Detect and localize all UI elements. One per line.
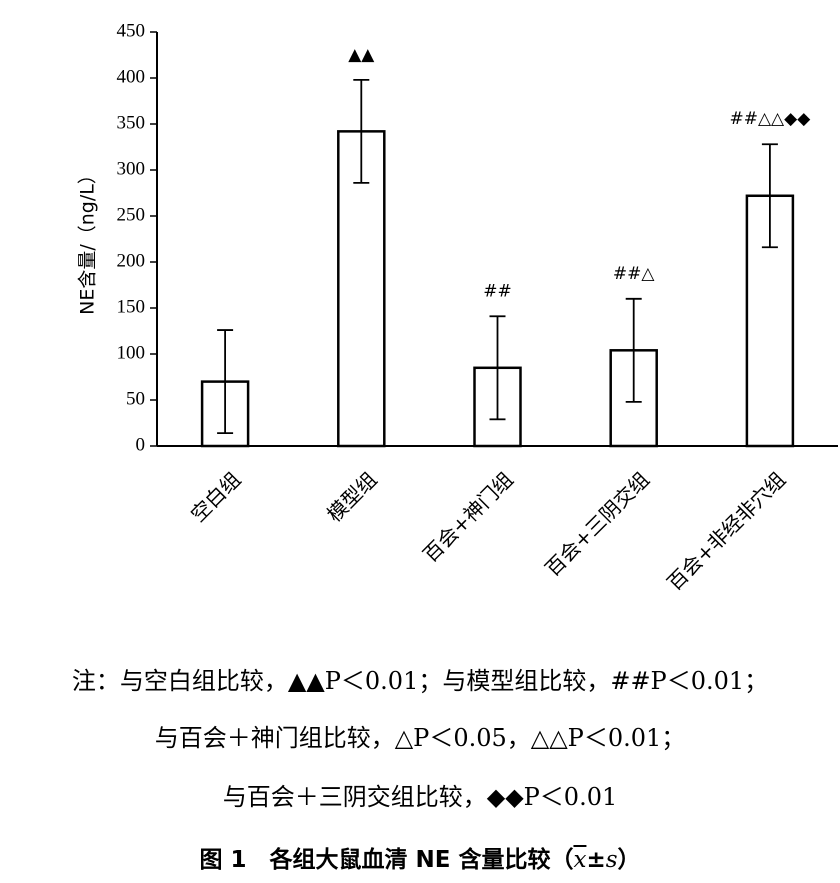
error-bars (217, 78, 778, 435)
y-tick-label: 50 (126, 388, 145, 409)
figure-caption: 图 1 各组大鼠血清 NE 含量比较（x±s） (0, 840, 840, 874)
y-tick-label: 300 (117, 158, 146, 179)
significance-mark: ▲▲ (348, 45, 375, 65)
x-category-label: 空白组 (186, 467, 245, 526)
note-line-2: 与百会＋神门组比较，△P＜0.05，△△P＜0.01； (154, 724, 686, 752)
x-category-label: 模型组 (322, 467, 381, 526)
y-tick-label: 350 (117, 112, 146, 133)
note-line-3: 与百会＋三阴交组比较，◆◆P＜0.01 (222, 783, 618, 811)
significance-mark: ## (483, 281, 512, 301)
note-line-1: 注：与空白组比较，▲▲P＜0.01；与模型组比较，##P＜0.01； (71, 667, 769, 695)
x-category-label: 百会+神门组 (418, 467, 518, 567)
caption-text: 图 1 各组大鼠血清 NE 含量比较（ (199, 847, 574, 873)
y-tick-label: 150 (117, 296, 146, 317)
caption-s: s (605, 847, 618, 873)
y-tick-label: 100 (117, 342, 146, 363)
caption-close: ） (617, 847, 641, 873)
significance-mark: ##△ (613, 264, 655, 284)
y-tick-label: 200 (117, 250, 146, 271)
x-category-label: 百会+非经非穴组 (662, 467, 790, 595)
caption-xbar: x (573, 847, 587, 873)
y-tick-label: 400 (117, 66, 146, 87)
bar-chart: 0 50 100 150 200 250 300 350 400 450 空白组 模型组 百会+神门组… (77, 20, 838, 595)
significance-marks: ▲▲ ## ##△ ##△△◆◆ (348, 45, 811, 301)
x-axis: 空白组 模型组 百会+神门组 百会+三阴交组 百会+非经非穴组 (157, 445, 838, 595)
y-tick-label: 250 (117, 204, 146, 225)
caption-pm: ± (586, 847, 606, 873)
y-axis-label: NE含量/（ng/L） (77, 165, 99, 315)
significance-mark: ##△△◆◆ (730, 109, 812, 129)
y-tick-label: 0 (136, 434, 146, 455)
y-axis: 0 50 100 150 200 250 300 350 400 450 (117, 20, 158, 455)
x-category-label: 百会+三阴交组 (540, 467, 654, 581)
y-tick-label: 450 (117, 20, 146, 41)
